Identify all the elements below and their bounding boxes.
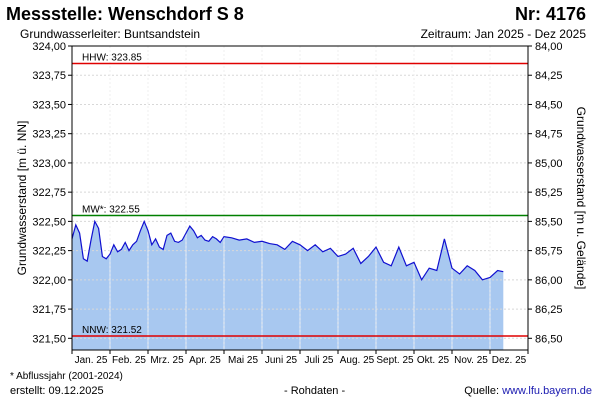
- raw-data-note: - Rohdaten -: [284, 385, 346, 397]
- y-tick-label-left: 322,25: [32, 246, 66, 258]
- hhw-label: HHW: 323.85: [82, 53, 142, 64]
- y-tick-label-left: 323,75: [32, 70, 66, 82]
- period-label: Zeitraum: Jan 2025 - Dez 2025: [420, 27, 586, 41]
- y-tick-label-right: 84,00: [535, 41, 563, 53]
- x-tick-label: Mrz. 25: [150, 355, 184, 366]
- y-tick-label-right: 86,25: [535, 304, 563, 316]
- x-tick-label: Apr. 25: [189, 355, 221, 366]
- y-tick-label-left: 323,00: [32, 158, 66, 170]
- axes: 324,00 323,75 323,50 323,25 323,00 322,75 322,…: [32, 41, 562, 366]
- y-tick-label-right: 86,50: [535, 333, 563, 345]
- x-tick-label: Okt. 25: [417, 355, 450, 366]
- y-tick-label-right: 84,25: [535, 70, 563, 82]
- y-tick-label-left: 322,00: [32, 275, 66, 287]
- level-area: [72, 221, 504, 350]
- aquifer-label: Grundwasserleiter: Buntsandstein: [20, 27, 201, 41]
- x-tick-label: Mai 25: [228, 355, 258, 366]
- x-tick-label: Juni 25: [265, 355, 298, 366]
- y-tick-label-left: 324,00: [32, 41, 66, 53]
- nnw-label: NNW: 321.52: [82, 325, 142, 336]
- source: Quelle: www.lfu.bayern.de: [464, 385, 592, 397]
- y-tick-label-right: 84,50: [535, 99, 563, 111]
- station-number: Nr: 4176: [514, 4, 586, 24]
- mw-label: MW*: 322.55: [82, 205, 140, 216]
- y-axis-label-left: Grundwasserstand [m ü. NN]: [15, 121, 29, 276]
- y-tick-label-right: 85,25: [535, 187, 563, 199]
- y-tick-label-right: 85,00: [535, 158, 563, 170]
- footnote: * Abflussjahr (2001-2024): [10, 371, 123, 382]
- y-tick-label-left: 321,50: [32, 333, 66, 345]
- x-tick-label: Juli 25: [305, 355, 334, 366]
- level-line: [71, 219, 504, 282]
- x-tick-label: Aug. 25: [340, 355, 375, 366]
- y-tick-label-left: 323,50: [32, 99, 66, 111]
- y-tick-label-left: 321,75: [32, 304, 66, 316]
- y-tick-label-left: 322,75: [32, 187, 66, 199]
- y-tick-label-left: 323,25: [32, 129, 66, 141]
- station-title: Messstelle: Wenschdorf S 8: [6, 4, 244, 24]
- y-tick-label-right: 85,50: [535, 216, 563, 228]
- y-tick-label-left: 322,50: [32, 216, 66, 228]
- created-date: erstellt: 09.12.2025: [10, 385, 104, 397]
- x-tick-label: Jan. 25: [75, 355, 108, 366]
- x-tick-label: Nov. 25: [454, 355, 488, 366]
- y-tick-label-right: 85,75: [535, 246, 563, 258]
- y-tick-label-right: 84,75: [535, 129, 563, 141]
- grid: [72, 45, 528, 350]
- x-tick-label: Feb. 25: [112, 355, 146, 366]
- x-tick-label: Sept. 25: [376, 355, 414, 366]
- source-link[interactable]: www.lfu.bayern.de: [502, 385, 592, 397]
- y-axis-label-right: Grundwasserstand [m u. Gelände]: [574, 107, 588, 290]
- reference-lines: HHW: 323.85 MW*: 322.55 NNW: 321.52: [72, 53, 528, 337]
- source-label: Quelle:: [464, 385, 503, 397]
- y-tick-label-right: 86,00: [535, 275, 563, 287]
- x-tick-label: Dez. 25: [492, 355, 527, 366]
